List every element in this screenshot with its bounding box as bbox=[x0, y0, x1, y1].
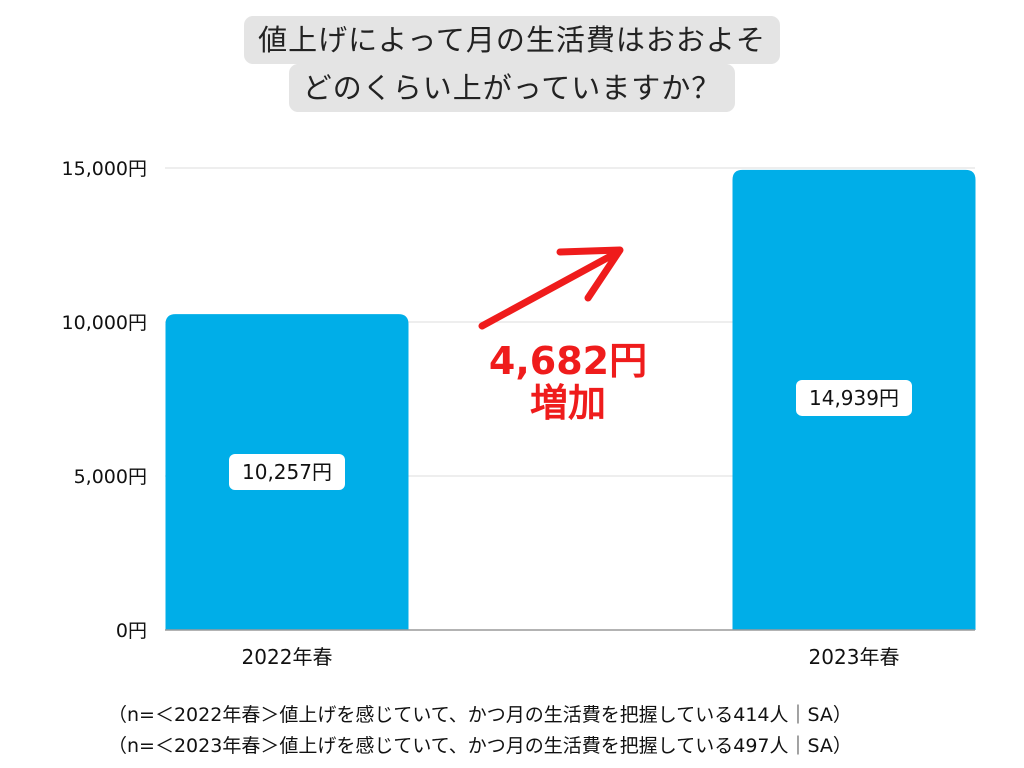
title-text-2: どのくらい上がっていますか？ bbox=[288, 64, 736, 112]
footnote-2023: （n=＜2023年春＞値上げを感じていて、かつ月の生活費を把握している497人｜… bbox=[108, 735, 852, 757]
data-label-box bbox=[229, 454, 345, 491]
y-tick-label: 15,000円 bbox=[62, 158, 147, 180]
chart-title-line-1: 値上げによって月の生活費はおおよそ bbox=[0, 16, 1024, 64]
x-tick-label: 2022年春 bbox=[242, 645, 333, 669]
y-tick-label: 5,000円 bbox=[74, 466, 147, 488]
data-label: 10,257円 bbox=[242, 460, 332, 484]
increase-arrow bbox=[478, 248, 622, 330]
y-tick-label: 10,000円 bbox=[62, 312, 147, 334]
data-label: 14,939円 bbox=[809, 386, 899, 410]
y-tick-label: 0円 bbox=[116, 620, 147, 642]
footnote-2022: （n=＜2022年春＞値上げを感じていて、かつ月の生活費を把握している414人｜… bbox=[108, 704, 852, 726]
title-text-1: 値上げによって月の生活費はおおよそ bbox=[244, 16, 780, 64]
x-tick-label: 2023年春 bbox=[809, 645, 900, 669]
increase-value: 4,682円 bbox=[489, 339, 647, 383]
arrow-head bbox=[556, 246, 624, 302]
increase-label: 増加 bbox=[530, 381, 606, 425]
data-label-box bbox=[796, 379, 912, 416]
chart-title-line-2: どのくらい上がっていますか？ bbox=[0, 64, 1024, 112]
